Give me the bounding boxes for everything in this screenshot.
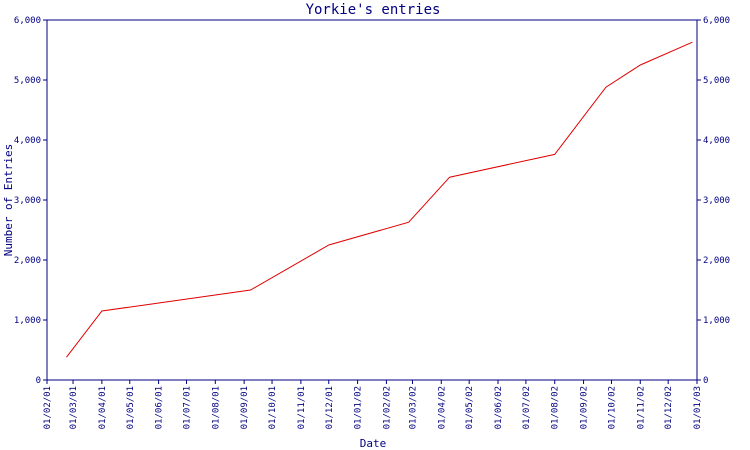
- x-tick-label: 01/04/01: [98, 386, 108, 429]
- y-tick-label-left: 6,000: [14, 16, 41, 26]
- y-tick-label-right: 2,000: [703, 256, 730, 266]
- x-tick-label: 01/08/02: [551, 386, 561, 429]
- x-tick-label: 01/09/02: [580, 386, 590, 429]
- x-tick-label: 01/10/01: [268, 386, 278, 429]
- x-tick-label: 01/07/01: [182, 386, 192, 429]
- x-tick-label: 01/03/01: [69, 386, 79, 429]
- chart-title: Yorkie's entries: [306, 2, 441, 18]
- x-tick-label: 01/08/01: [211, 386, 221, 429]
- series-line: [66, 41, 693, 358]
- x-tick-label: 01/11/02: [636, 386, 646, 429]
- y-tick-label-left: 1,000: [14, 316, 41, 326]
- x-tick-label: 01/01/03: [693, 386, 703, 429]
- x-tick-label: 01/09/01: [240, 386, 250, 429]
- y-tick-label-left: 2,000: [14, 256, 41, 266]
- x-tick-label: 01/12/02: [664, 386, 674, 429]
- y-tick-label-left: 4,000: [14, 136, 41, 146]
- x-tick-label: 01/12/01: [325, 386, 335, 429]
- y-tick-label-right: 4,000: [703, 136, 730, 146]
- x-tick-label: 01/06/02: [494, 386, 504, 429]
- y-tick-label-right: 6,000: [703, 16, 730, 26]
- x-tick-label: 01/01/02: [354, 386, 364, 429]
- x-tick-label: 01/06/01: [155, 386, 165, 429]
- y-tick-label-right: 1,000: [703, 316, 730, 326]
- x-tick-label: 01/02/01: [43, 386, 53, 429]
- x-tick-label: 01/07/02: [522, 386, 532, 429]
- plot-area: 0 0 1,000 1,000 2,000 2,000 3,000 3,000 4,000 4,0…: [14, 16, 730, 429]
- plot-frame: [46, 19, 698, 381]
- y-tick-label-right: 0: [703, 376, 708, 386]
- x-tick-label: 01/10/02: [607, 386, 617, 429]
- y-tick-label-right: 3,000: [703, 196, 730, 206]
- y-tick-label-left: 3,000: [14, 196, 41, 206]
- x-tick-label: 01/05/02: [465, 386, 475, 429]
- x-tick-label: 01/02/02: [382, 386, 392, 429]
- y-axis-title: Number of Entries: [2, 144, 15, 257]
- y-tick-label-left: 0: [36, 376, 41, 386]
- x-tick-label: 01/04/02: [437, 386, 447, 429]
- x-tick-label: 01/03/02: [408, 386, 418, 429]
- x-tick-label: 01/11/01: [297, 386, 307, 429]
- y-tick-label-right: 5,000: [703, 76, 730, 86]
- y-tick-label-left: 5,000: [14, 76, 41, 86]
- x-tick-label: 01/05/01: [126, 386, 136, 429]
- x-axis-title: Date: [360, 437, 387, 450]
